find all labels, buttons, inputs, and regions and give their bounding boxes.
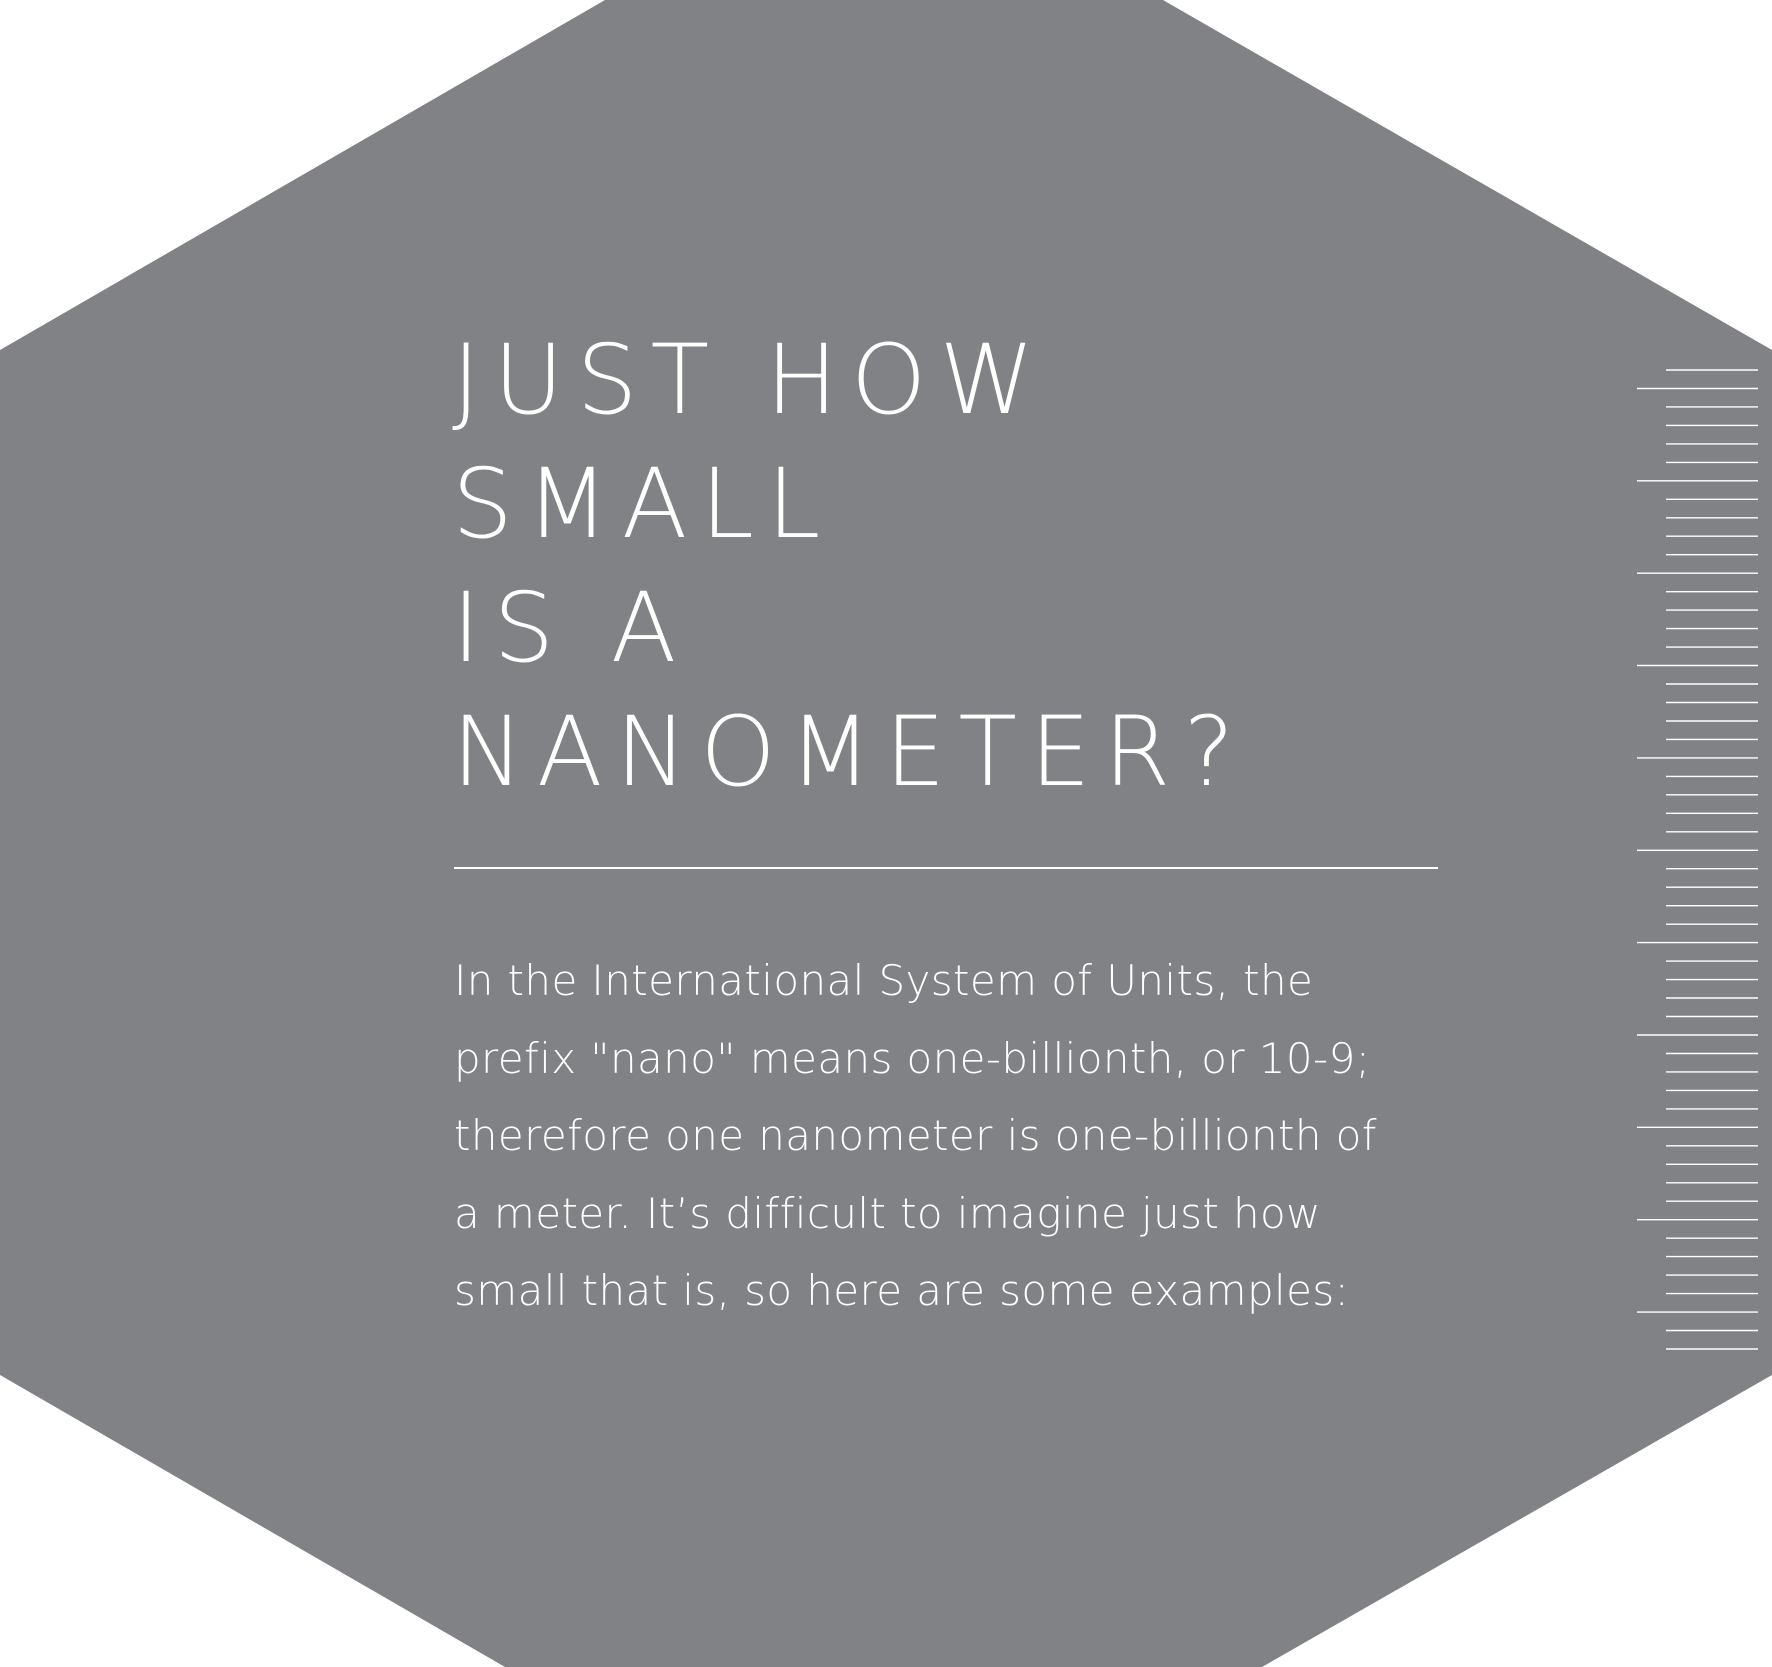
body-line: small that is, so here are some examples…	[454, 1266, 1350, 1315]
heading-line: JUST HOW	[452, 324, 1048, 436]
divider	[454, 867, 1438, 869]
page-heading: JUST HOW SMALL IS A NANOMETER?	[452, 318, 1452, 814]
body-line: therefore one nanometer is one-billionth…	[454, 1111, 1377, 1160]
body-line: prefix "nano" means one-billionth, or 10…	[454, 1033, 1371, 1083]
heading-line: SMALL	[452, 448, 834, 560]
body-line: In the International System of Units, th…	[454, 956, 1314, 1005]
body-paragraph: In the International System of Units, th…	[454, 942, 1454, 1330]
measurement-ruler	[1637, 369, 1758, 1350]
heading-line: NANOMETER?	[452, 696, 1248, 808]
body-line: a meter. It’s difficult to imagine just …	[454, 1188, 1321, 1238]
heading-line: IS A	[452, 572, 690, 684]
